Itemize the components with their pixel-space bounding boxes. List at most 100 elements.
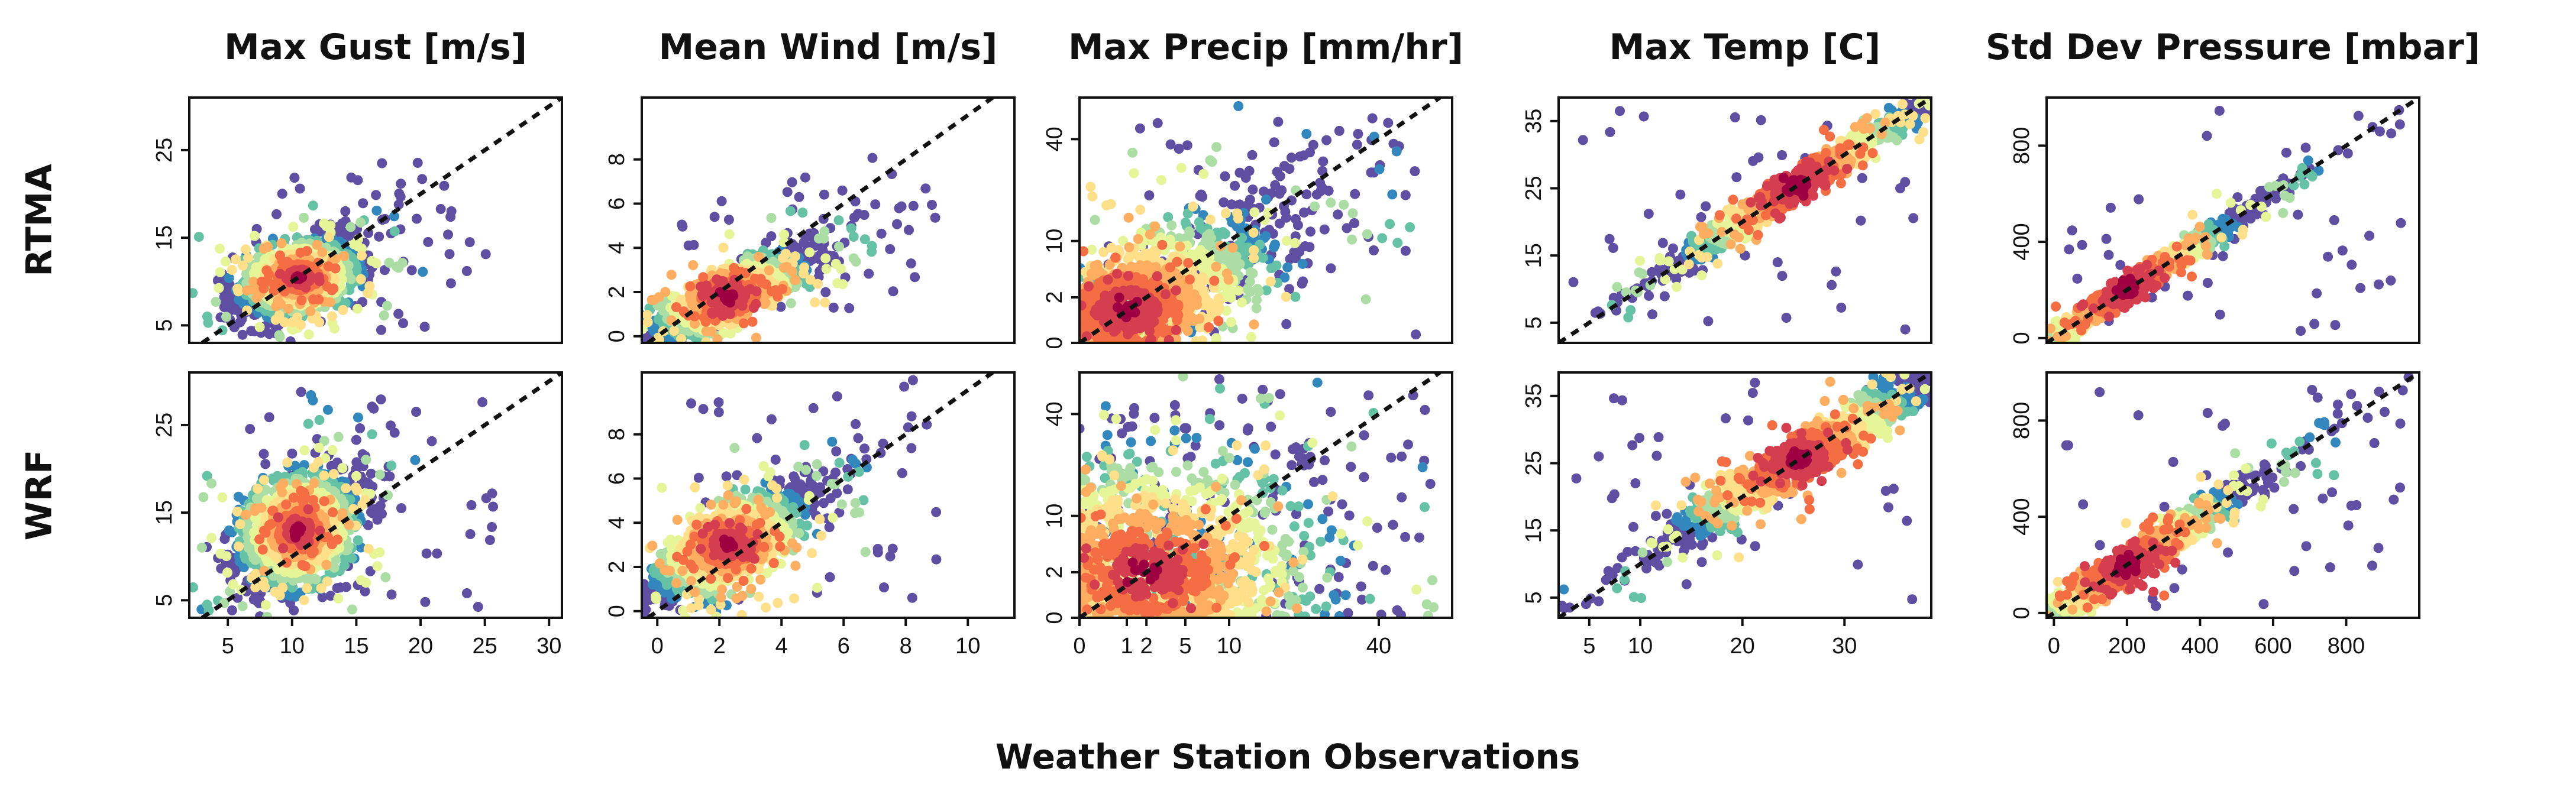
data-point <box>215 244 225 254</box>
data-point <box>344 520 354 530</box>
data-point <box>305 306 316 316</box>
data-point <box>683 240 694 251</box>
data-point <box>412 157 423 168</box>
data-point <box>322 281 332 292</box>
data-point <box>392 261 402 272</box>
data-point <box>810 297 820 307</box>
data-point <box>480 249 491 260</box>
data-point <box>461 588 472 598</box>
data-point <box>904 225 914 235</box>
data-point <box>198 492 209 503</box>
data-point <box>313 442 324 453</box>
data-point <box>859 210 870 220</box>
data-point <box>227 264 237 275</box>
data-point <box>395 192 406 202</box>
data-point <box>372 561 383 572</box>
data-point <box>712 334 723 343</box>
data-point <box>660 287 671 297</box>
data-point <box>206 478 217 489</box>
data-point <box>717 276 728 287</box>
data-point <box>907 592 917 603</box>
data-point <box>763 471 774 482</box>
y-tick-label: 5 <box>152 319 177 332</box>
data-point <box>339 251 350 261</box>
data-point <box>319 436 329 446</box>
data-point <box>352 485 363 496</box>
data-point <box>465 529 476 539</box>
data-point <box>751 332 761 343</box>
data-point <box>812 582 822 593</box>
data-point <box>897 468 907 478</box>
data-point <box>771 483 782 494</box>
data-point <box>908 200 919 211</box>
data-point <box>254 322 265 332</box>
data-point <box>698 404 709 414</box>
y-tick-label: 15 <box>152 500 177 525</box>
data-point <box>278 543 289 553</box>
data-point <box>316 583 327 594</box>
data-point <box>202 312 212 322</box>
data-point <box>353 412 363 423</box>
data-point <box>931 554 942 565</box>
data-point <box>827 436 838 447</box>
data-point <box>906 411 917 422</box>
data-point <box>804 247 815 258</box>
data-point <box>860 547 871 557</box>
data-point <box>245 424 256 435</box>
data-point <box>303 419 313 429</box>
data-point <box>790 275 800 286</box>
data-point <box>345 222 356 232</box>
data-point <box>892 219 902 229</box>
data-point <box>800 172 810 183</box>
data-point <box>366 468 376 479</box>
data-point <box>818 498 829 508</box>
data-point <box>713 397 724 407</box>
data-point <box>272 209 282 219</box>
data-point <box>864 268 874 279</box>
data-point <box>825 572 835 582</box>
data-point <box>732 470 742 481</box>
data-point <box>872 544 883 554</box>
data-point <box>217 492 228 503</box>
data-point <box>787 266 797 277</box>
data-point <box>386 589 397 600</box>
data-point <box>263 242 273 252</box>
data-point <box>713 407 724 417</box>
data-point <box>464 237 475 248</box>
data-point <box>327 311 337 322</box>
x-tick-label: 15 <box>344 634 369 659</box>
panel-title: Max Gust [m/s] <box>224 27 527 68</box>
data-point <box>797 208 808 218</box>
data-point <box>885 551 896 562</box>
data-point <box>273 512 283 523</box>
data-point <box>258 449 269 459</box>
data-point <box>256 503 267 513</box>
data-point <box>832 391 842 401</box>
x-tick-label: 5 <box>222 634 234 659</box>
row-label-wrf: WRF <box>19 450 60 540</box>
data-point <box>308 294 319 304</box>
data-point <box>243 252 254 263</box>
data-point <box>308 546 319 557</box>
data-point <box>669 326 680 336</box>
data-point <box>221 551 232 562</box>
data-point <box>352 303 363 314</box>
data-point <box>677 219 687 230</box>
data-point <box>374 469 385 480</box>
data-point <box>282 457 293 468</box>
data-point <box>799 268 809 278</box>
data-point <box>747 316 758 327</box>
data-point <box>297 560 308 570</box>
data-point <box>380 572 391 582</box>
data-point <box>695 503 706 513</box>
data-point <box>800 510 810 520</box>
data-point <box>347 604 357 615</box>
data-point <box>858 495 869 505</box>
data-point <box>274 310 285 320</box>
data-point <box>701 337 712 343</box>
data-point <box>323 261 334 271</box>
data-point <box>432 548 442 559</box>
data-point <box>894 203 904 213</box>
data-point <box>289 492 299 503</box>
data-point <box>832 278 843 288</box>
